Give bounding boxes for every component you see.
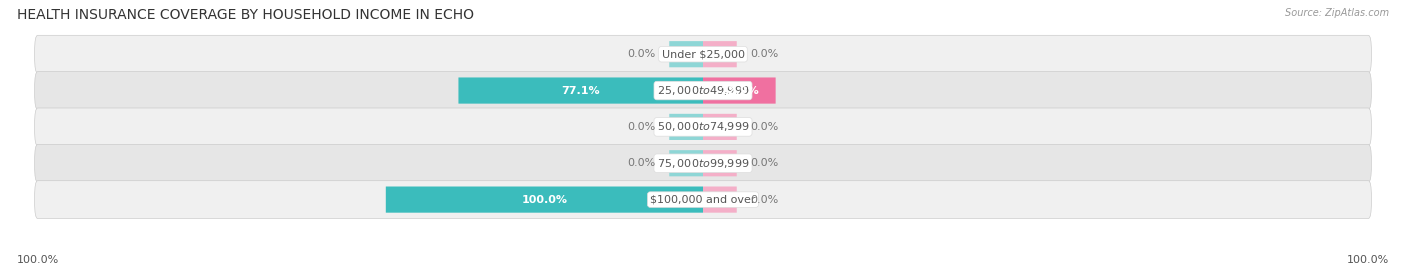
FancyBboxPatch shape [703,114,737,140]
FancyBboxPatch shape [703,41,737,67]
Text: 0.0%: 0.0% [751,195,779,205]
FancyBboxPatch shape [703,150,737,176]
Text: 100.0%: 100.0% [522,195,568,205]
FancyBboxPatch shape [35,72,1371,109]
Text: $75,000 to $99,999: $75,000 to $99,999 [657,157,749,170]
Text: $25,000 to $49,999: $25,000 to $49,999 [657,84,749,97]
Text: 0.0%: 0.0% [627,122,655,132]
Text: $100,000 and over: $100,000 and over [650,195,756,205]
FancyBboxPatch shape [35,108,1371,146]
Text: 0.0%: 0.0% [751,122,779,132]
Text: HEALTH INSURANCE COVERAGE BY HOUSEHOLD INCOME IN ECHO: HEALTH INSURANCE COVERAGE BY HOUSEHOLD I… [17,8,474,22]
Text: 22.9%: 22.9% [720,86,759,96]
FancyBboxPatch shape [385,187,703,213]
Text: 0.0%: 0.0% [627,49,655,59]
Text: Source: ZipAtlas.com: Source: ZipAtlas.com [1285,8,1389,18]
Text: 100.0%: 100.0% [17,255,59,265]
FancyBboxPatch shape [458,77,703,104]
FancyBboxPatch shape [669,41,703,67]
Text: 100.0%: 100.0% [1347,255,1389,265]
FancyBboxPatch shape [35,181,1371,218]
FancyBboxPatch shape [35,144,1371,182]
Text: $50,000 to $74,999: $50,000 to $74,999 [657,120,749,133]
FancyBboxPatch shape [35,35,1371,73]
FancyBboxPatch shape [669,114,703,140]
Text: 0.0%: 0.0% [627,158,655,168]
Text: 0.0%: 0.0% [751,158,779,168]
Text: 77.1%: 77.1% [561,86,600,96]
FancyBboxPatch shape [703,187,737,213]
Text: Under $25,000: Under $25,000 [661,49,745,59]
FancyBboxPatch shape [703,77,776,104]
Text: 0.0%: 0.0% [751,49,779,59]
FancyBboxPatch shape [669,150,703,176]
